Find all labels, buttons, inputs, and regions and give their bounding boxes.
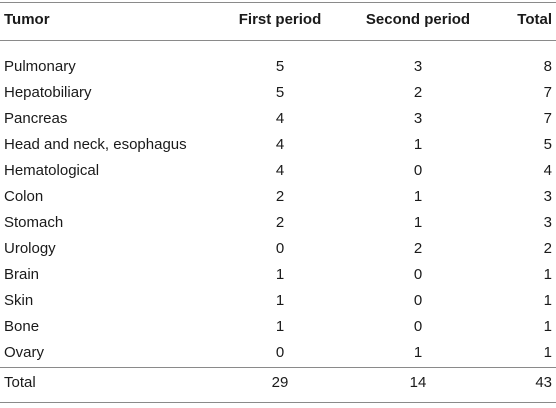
row-total: 7: [543, 84, 552, 101]
row-first-period: 0: [275, 344, 285, 361]
row-total: 1: [543, 266, 552, 283]
row-first-period: 4: [275, 136, 285, 153]
row-total: 3: [543, 188, 552, 205]
row-second-period: 2: [413, 240, 423, 257]
row-total: 1: [543, 344, 552, 361]
row-tumor: Brain: [4, 266, 40, 283]
table-row: Colon 2 1 3: [0, 184, 556, 210]
row-first-period: 2: [275, 188, 285, 205]
header-tumor: Tumor: [4, 11, 50, 28]
row-total: 7: [543, 110, 552, 127]
row-second-period: 1: [413, 344, 423, 361]
row-total: 1: [543, 318, 552, 335]
header-first-period: First period: [238, 11, 322, 28]
row-first-period: 4: [275, 162, 285, 179]
table-row: Ovary 0 1 1: [0, 340, 556, 366]
row-first-period: 1: [275, 266, 285, 283]
row-first-period: 5: [275, 58, 285, 75]
table-row: Hematological 4 0 4: [0, 158, 556, 184]
total-second-period: 14: [409, 374, 427, 391]
row-tumor: Head and neck, esophagus: [4, 136, 187, 153]
row-tumor: Hematological: [4, 162, 100, 179]
row-second-period: 0: [413, 318, 423, 335]
row-tumor: Bone: [4, 318, 40, 335]
table-row: Pulmonary 5 3 8: [0, 54, 556, 80]
row-total: 5: [543, 136, 552, 153]
row-tumor: Hepatobiliary: [4, 84, 92, 101]
row-first-period: 0: [275, 240, 285, 257]
total-row: Total 29 14 43: [0, 370, 556, 396]
table-top-rule: [0, 2, 556, 3]
table-row: Skin 1 0 1: [0, 288, 556, 314]
row-second-period: 1: [413, 214, 423, 231]
row-tumor: Urology: [4, 240, 56, 257]
row-total: 2: [543, 240, 552, 257]
table-row: Bone 1 0 1: [0, 314, 556, 340]
table-row: Stomach 2 1 3: [0, 210, 556, 236]
row-first-period: 2: [275, 214, 285, 231]
row-first-period: 4: [275, 110, 285, 127]
row-first-period: 5: [275, 84, 285, 101]
row-total: 8: [543, 58, 552, 75]
row-tumor: Pulmonary: [4, 58, 76, 75]
total-first-period: 29: [271, 374, 289, 391]
row-tumor: Colon: [4, 188, 44, 205]
row-second-period: 1: [413, 188, 423, 205]
header-total: Total: [517, 11, 552, 28]
header-rule: [0, 40, 556, 41]
row-second-period: 0: [413, 292, 423, 309]
table-row: Pancreas 4 3 7: [0, 106, 556, 132]
total-rule: [0, 367, 556, 368]
table-row: Urology 0 2 2: [0, 236, 556, 262]
row-total: 4: [543, 162, 552, 179]
row-total: 3: [543, 214, 552, 231]
row-second-period: 0: [413, 266, 423, 283]
row-second-period: 2: [413, 84, 423, 101]
row-tumor: Ovary: [4, 344, 45, 361]
row-tumor: Skin: [4, 292, 34, 309]
row-second-period: 3: [413, 58, 423, 75]
table-row: Brain 1 0 1: [0, 262, 556, 288]
row-first-period: 1: [275, 318, 285, 335]
row-second-period: 3: [413, 110, 423, 127]
row-tumor: Pancreas: [4, 110, 68, 127]
table-header-row: Tumor First period Second period Total: [0, 7, 556, 33]
row-tumor: Stomach: [4, 214, 64, 231]
row-total: 1: [543, 292, 552, 309]
header-second-period: Second period: [365, 11, 471, 28]
table-row: Head and neck, esophagus 4 1 5: [0, 132, 556, 158]
table-row: Hepatobiliary 5 2 7: [0, 80, 556, 106]
total-total: 43: [535, 374, 552, 391]
row-first-period: 1: [275, 292, 285, 309]
row-second-period: 0: [413, 162, 423, 179]
total-label: Total: [4, 374, 36, 391]
table-bottom-rule: [0, 402, 556, 403]
row-second-period: 1: [413, 136, 423, 153]
